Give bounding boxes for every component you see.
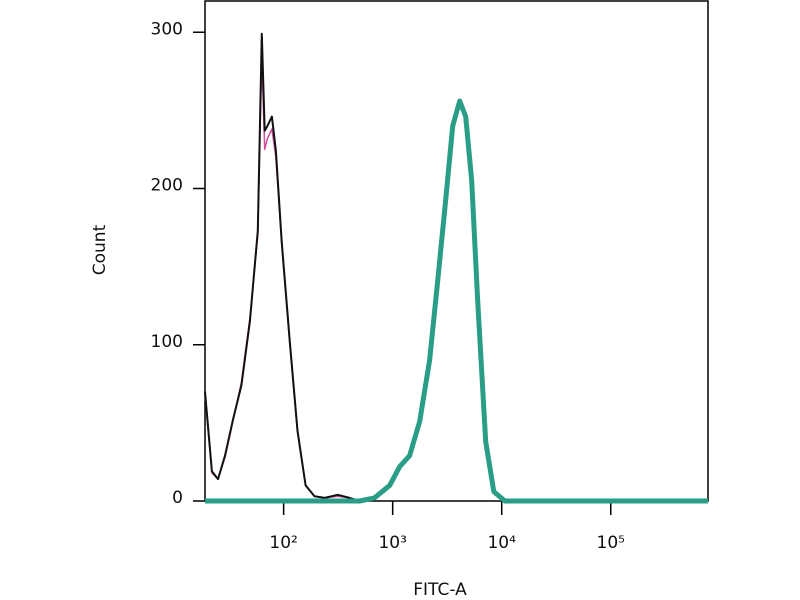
series-line xyxy=(205,98,708,504)
series-line xyxy=(204,54,361,502)
y-tick-label: 0 xyxy=(172,488,183,508)
y-tick-label: 300 xyxy=(151,19,183,39)
x-axis-label: FITC-A xyxy=(413,580,467,600)
y-axis-label: Count xyxy=(90,224,110,275)
series-line xyxy=(204,32,361,502)
x-tick-label: 10⁵ xyxy=(597,533,625,553)
y-tick-label: 200 xyxy=(151,176,183,196)
x-tick-label: 10³ xyxy=(378,533,406,553)
x-tick-label: 10⁴ xyxy=(487,533,516,553)
plot-frame xyxy=(204,0,709,502)
y-tick-label: 100 xyxy=(151,332,183,352)
x-tick-label: 10² xyxy=(269,533,297,553)
